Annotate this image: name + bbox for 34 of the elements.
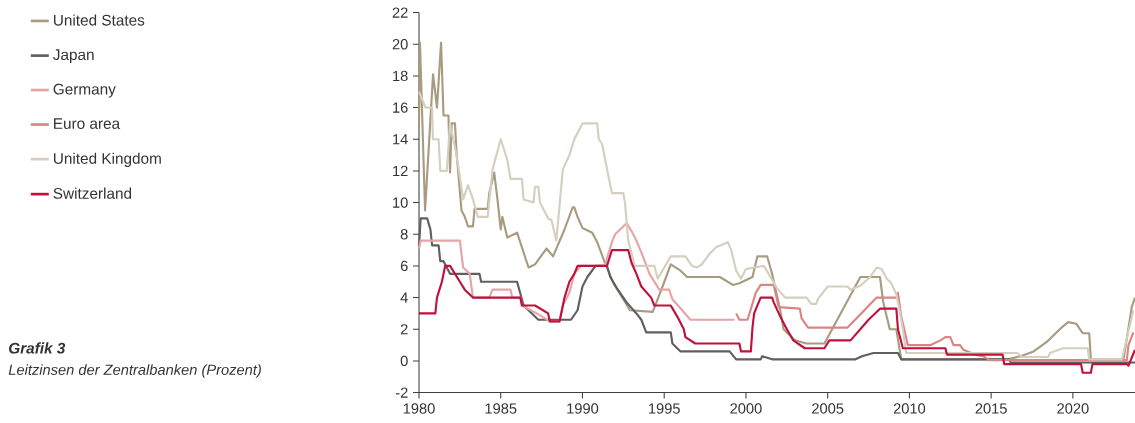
legend-label: Euro area — [54, 118, 121, 129]
legend-label: United States — [53, 14, 145, 26]
text: Grafik 3 — [9, 342, 66, 354]
line-series — [417, 217, 1135, 364]
y-tick-label: 18 — [393, 70, 408, 82]
y-tick-label: 2 — [400, 324, 408, 335]
line-series — [417, 41, 1135, 361]
x-tick-label: 2020 — [1057, 403, 1089, 414]
x-tick-label: 2010 — [893, 403, 926, 414]
y-tick-label: 6 — [400, 260, 408, 272]
text: Leitzinsen der Zentralbanken (Prozent) — [8, 364, 261, 378]
x-tick-label: 2005 — [812, 403, 844, 414]
x-tick-label: 2015 — [975, 403, 1007, 414]
y-tick-label: 20 — [392, 39, 408, 50]
x-tick-label: 1990 — [567, 403, 599, 414]
y-tick-label: 12 — [393, 165, 408, 177]
x-tick-label: 1995 — [649, 403, 680, 414]
y-tick-label: 16 — [393, 102, 408, 113]
y-tick-label: 8 — [400, 229, 408, 240]
x-tick-label: 1980 — [403, 403, 435, 414]
y-tick-label: 14 — [393, 134, 408, 145]
line-series — [735, 283, 1135, 362]
y-tick-label: -2 — [395, 387, 408, 398]
legend-label: Switzerland — [53, 187, 132, 199]
x-tick-label: 2000 — [730, 403, 762, 414]
y-tick-label: 0 — [400, 355, 408, 367]
y-tick-label: 4 — [400, 292, 408, 303]
x-tick-label: 1985 — [485, 403, 517, 414]
y-tick-label: 22 — [392, 7, 408, 18]
legend-label: Japan — [53, 49, 94, 64]
legend-label: United Kingdom — [53, 152, 161, 167]
line-series — [417, 249, 1135, 374]
y-tick-label: 10 — [393, 197, 408, 208]
legend-label: Germany — [53, 83, 116, 98]
